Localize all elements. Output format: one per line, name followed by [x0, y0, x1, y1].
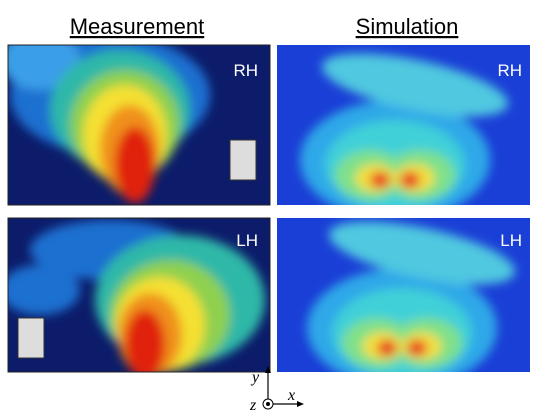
axis-label: y	[250, 369, 260, 386]
coordinate-axes	[263, 366, 304, 409]
column-header: Measurement	[70, 14, 205, 39]
axis-label: z	[249, 397, 257, 414]
axis-label: x	[287, 387, 295, 404]
panel-label: LH	[236, 231, 258, 250]
simulation-map	[277, 41, 530, 220]
spring-icon	[18, 318, 44, 358]
spring-icon	[230, 140, 256, 180]
panel-label: LH	[500, 231, 522, 250]
panel-label: RH	[497, 61, 522, 80]
panel-label: RH	[233, 61, 258, 80]
figure: Measurement Simulation RH RH	[0, 0, 534, 416]
simulation-map	[277, 209, 530, 388]
column-header: Simulation	[356, 14, 459, 39]
